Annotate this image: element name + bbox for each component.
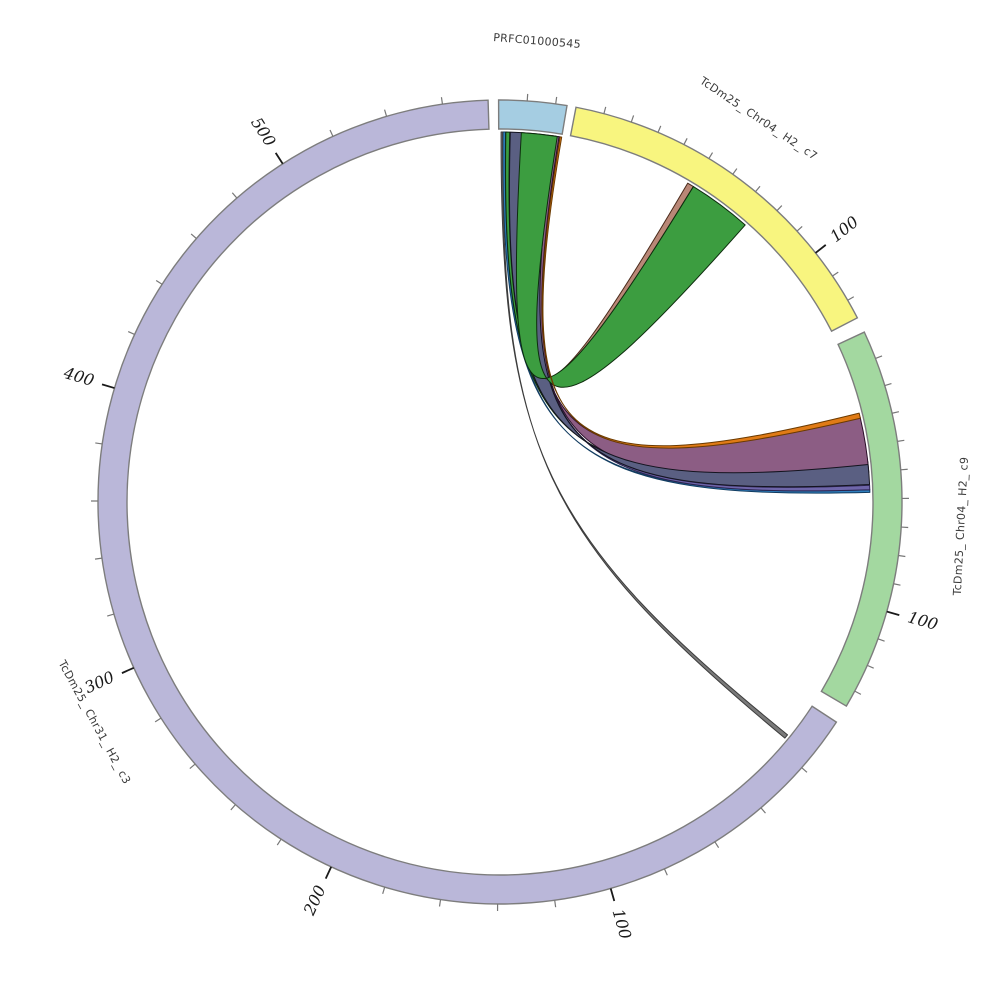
ribbon-orange: [541, 136, 861, 449]
ribbon-green: [515, 132, 746, 388]
segment-band-c3: [97, 99, 838, 905]
ribbon-green-strip: [505, 131, 869, 474]
tick-label-c3-400: 400: [61, 363, 97, 390]
tick-label-c7-100: 100: [826, 212, 862, 246]
ribbon-gray: [500, 131, 789, 739]
segment-label-c9: TcDm25_ Chr04_ H2_ c9: [951, 456, 971, 596]
tick-marks-prfc: [526, 93, 558, 104]
segment-label-c7: TcDm25_ Chr04_ H2_ c7: [697, 74, 820, 163]
tick-label-c3-200: 200: [299, 882, 329, 919]
segment-label-prfc: PRFC01000545: [493, 31, 582, 51]
segment-band-c9: [820, 331, 903, 708]
tick-label-c9-100: 100: [906, 607, 941, 634]
tick-label-c3-500: 500: [247, 114, 279, 150]
segment-band-c7: [569, 106, 859, 333]
tick-label-c3-100: 100: [609, 907, 636, 942]
segment-band-prfc: [497, 99, 568, 136]
